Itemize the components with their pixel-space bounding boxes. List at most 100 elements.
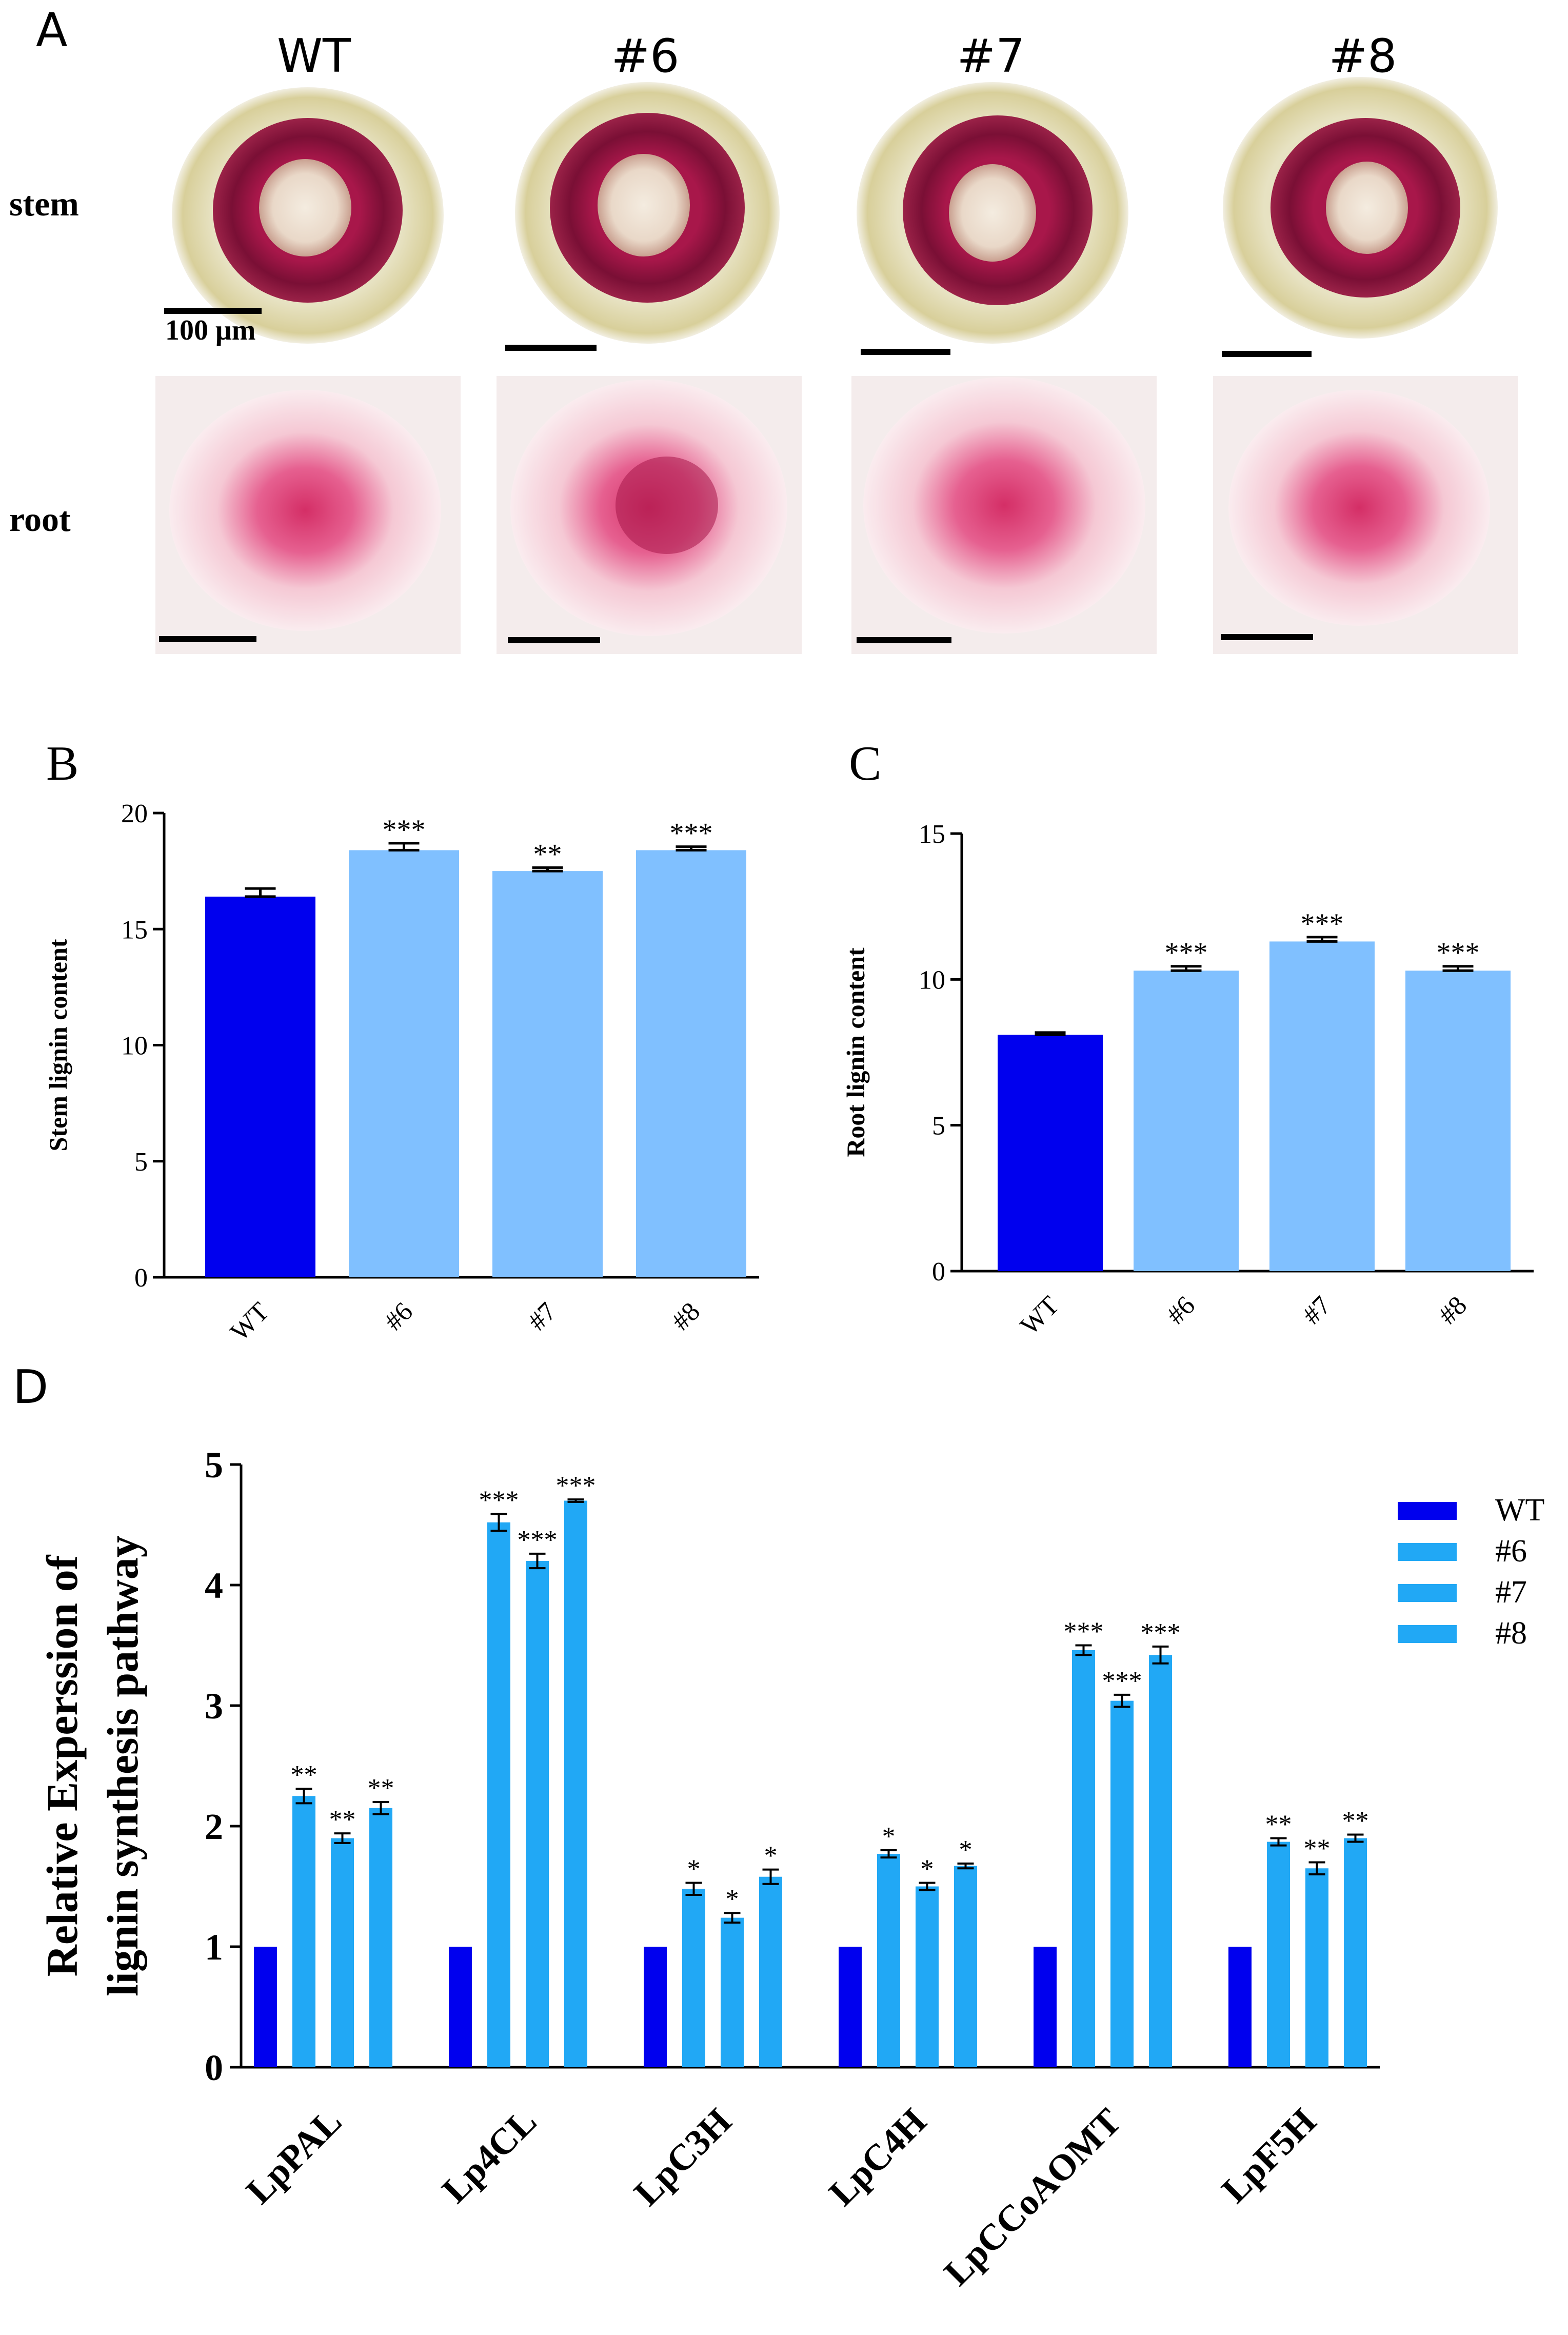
error-bar xyxy=(567,1498,584,1503)
legend-label: WT xyxy=(1495,1493,1544,1528)
legend-swatch xyxy=(1398,1543,1457,1561)
bar-line-8 xyxy=(636,850,746,1277)
scale-bar-label: 100 μm xyxy=(165,314,255,346)
panel-label-a: A xyxy=(36,4,68,57)
error-bar xyxy=(295,1788,312,1805)
x-tick-label: #6 xyxy=(1161,1291,1201,1330)
bar-lpf5h-line-6 xyxy=(1267,1842,1290,2067)
y-axis-label: Stem lignin content xyxy=(44,939,72,1151)
y-axis-label-line2: lignin synthesis pathway xyxy=(98,1535,147,1996)
y-tick-label: 0 xyxy=(932,1257,945,1287)
error-bar xyxy=(724,1912,741,1924)
x-tick-label: LpF5H xyxy=(1214,2101,1324,2211)
bar-lpccoaomt-line-8 xyxy=(1149,1655,1172,2067)
row-label-stem: stem xyxy=(9,184,79,223)
significance-mark: ** xyxy=(533,838,562,870)
significance-mark: * xyxy=(687,1854,701,1884)
bar-lpc3h-line-6 xyxy=(682,1889,705,2067)
bar-line-7 xyxy=(1269,941,1375,1271)
bar-lpf5h-line-8 xyxy=(1344,1838,1367,2067)
legend-swatch xyxy=(1398,1625,1457,1643)
significance-mark: *** xyxy=(1141,1618,1181,1648)
error-bar xyxy=(372,1801,389,1815)
significance-mark: * xyxy=(726,1885,739,1914)
error-bar xyxy=(1035,1031,1066,1036)
error-bar xyxy=(1075,1644,1092,1656)
significance-mark: *** xyxy=(383,814,426,846)
bar-lpccoaomt-line-6 xyxy=(1072,1650,1095,2067)
error-bar xyxy=(532,866,563,873)
y-tick-label: 5 xyxy=(134,1147,148,1177)
y-tick-label: 15 xyxy=(919,820,945,849)
y-axis-label-line1: Relative Experssion of xyxy=(37,1554,87,1976)
bar-lpc3h-wt xyxy=(644,1947,667,2067)
legend-label: #8 xyxy=(1495,1616,1527,1651)
error-bar xyxy=(676,845,707,852)
bar-line-8 xyxy=(1405,971,1511,1271)
y-axis-label: Root lignin content xyxy=(841,947,870,1157)
y-tick-label: 3 xyxy=(205,1686,223,1727)
legend: WT #6 #7 #8 xyxy=(1398,1493,1544,1651)
x-tick-label: WT xyxy=(225,1297,275,1347)
stem-micrograph-7 xyxy=(857,82,1128,355)
bar-lpc4h-line-8 xyxy=(954,1866,977,2067)
bar-line-6 xyxy=(1134,971,1239,1271)
x-tick-label: LpPAL xyxy=(238,2101,349,2212)
column-label-6: #6 xyxy=(611,29,680,83)
significance-mark: ** xyxy=(1265,1810,1292,1839)
significance-mark: * xyxy=(959,1835,972,1865)
bar-lp4cl-wt xyxy=(449,1947,472,2067)
significance-mark: * xyxy=(764,1842,778,1871)
error-bar xyxy=(1442,965,1474,972)
x-tick-label: #8 xyxy=(1433,1291,1473,1330)
panel-label-b: B xyxy=(46,736,78,790)
x-tick-label: LpC3H xyxy=(626,2101,740,2214)
y-tick-label: 0 xyxy=(205,2047,223,2088)
bar-lppal-line-7 xyxy=(331,1838,354,2067)
significance-mark: *** xyxy=(479,1486,519,1515)
error-bar xyxy=(1308,1861,1325,1875)
panel-label-c: C xyxy=(849,736,881,790)
bar-lpf5h-wt xyxy=(1228,1947,1252,2067)
error-bar xyxy=(388,842,420,852)
x-tick-label: #8 xyxy=(666,1297,706,1336)
y-tick-label: 0 xyxy=(134,1263,148,1293)
error-bar xyxy=(1306,936,1338,943)
bar-lp4cl-line-7 xyxy=(526,1561,549,2067)
root-micrograph-wt xyxy=(155,376,461,654)
x-tick-label: Lp4CL xyxy=(434,2101,544,2211)
error-bar xyxy=(685,1882,702,1896)
error-bar xyxy=(1170,965,1202,972)
bar-wt xyxy=(998,1035,1103,1271)
significance-mark: *** xyxy=(1437,937,1480,969)
y-tick-label: 20 xyxy=(121,799,148,828)
bar-lp4cl-line-6 xyxy=(487,1522,510,2067)
significance-mark: *** xyxy=(518,1526,558,1555)
significance-mark: * xyxy=(921,1854,934,1884)
panel-label-d: D xyxy=(13,1360,48,1414)
significance-mark: * xyxy=(882,1822,896,1851)
bar-lpccoaomt-line-7 xyxy=(1110,1700,1134,2067)
error-bar xyxy=(1270,1837,1287,1847)
significance-mark: *** xyxy=(670,818,713,849)
error-bar xyxy=(529,1552,546,1570)
significance-mark: *** xyxy=(1102,1667,1142,1696)
error-bar xyxy=(334,1832,351,1844)
bar-line-7 xyxy=(492,871,603,1277)
x-tick-label: #6 xyxy=(379,1297,419,1336)
y-tick-label: 2 xyxy=(205,1806,223,1847)
x-tick-label: LpCCoAOMT xyxy=(936,2101,1129,2293)
column-label-8: #8 xyxy=(1329,29,1397,83)
chart-d: 0 1 2 3 4 5 Relative Experssion of lignin synth… xyxy=(37,1444,1544,2293)
chart-b: 0 5 10 15 20 Stem lignin content WT *** #6 ** #7 **… xyxy=(44,799,759,1347)
chart-c: 0 5 10 15 Root lignin content WT *** #6 *** #7 ***… xyxy=(841,820,1534,1341)
significance-mark: ** xyxy=(329,1805,356,1834)
error-bar xyxy=(762,1868,779,1885)
significance-mark: *** xyxy=(1165,937,1208,969)
error-bar xyxy=(880,1849,897,1859)
column-label-7: #7 xyxy=(957,29,1025,83)
bar-lpf5h-line-7 xyxy=(1305,1868,1328,2067)
significance-mark: ** xyxy=(291,1760,317,1790)
significance-mark: ** xyxy=(368,1774,394,1803)
x-tick-label: #7 xyxy=(523,1297,562,1336)
